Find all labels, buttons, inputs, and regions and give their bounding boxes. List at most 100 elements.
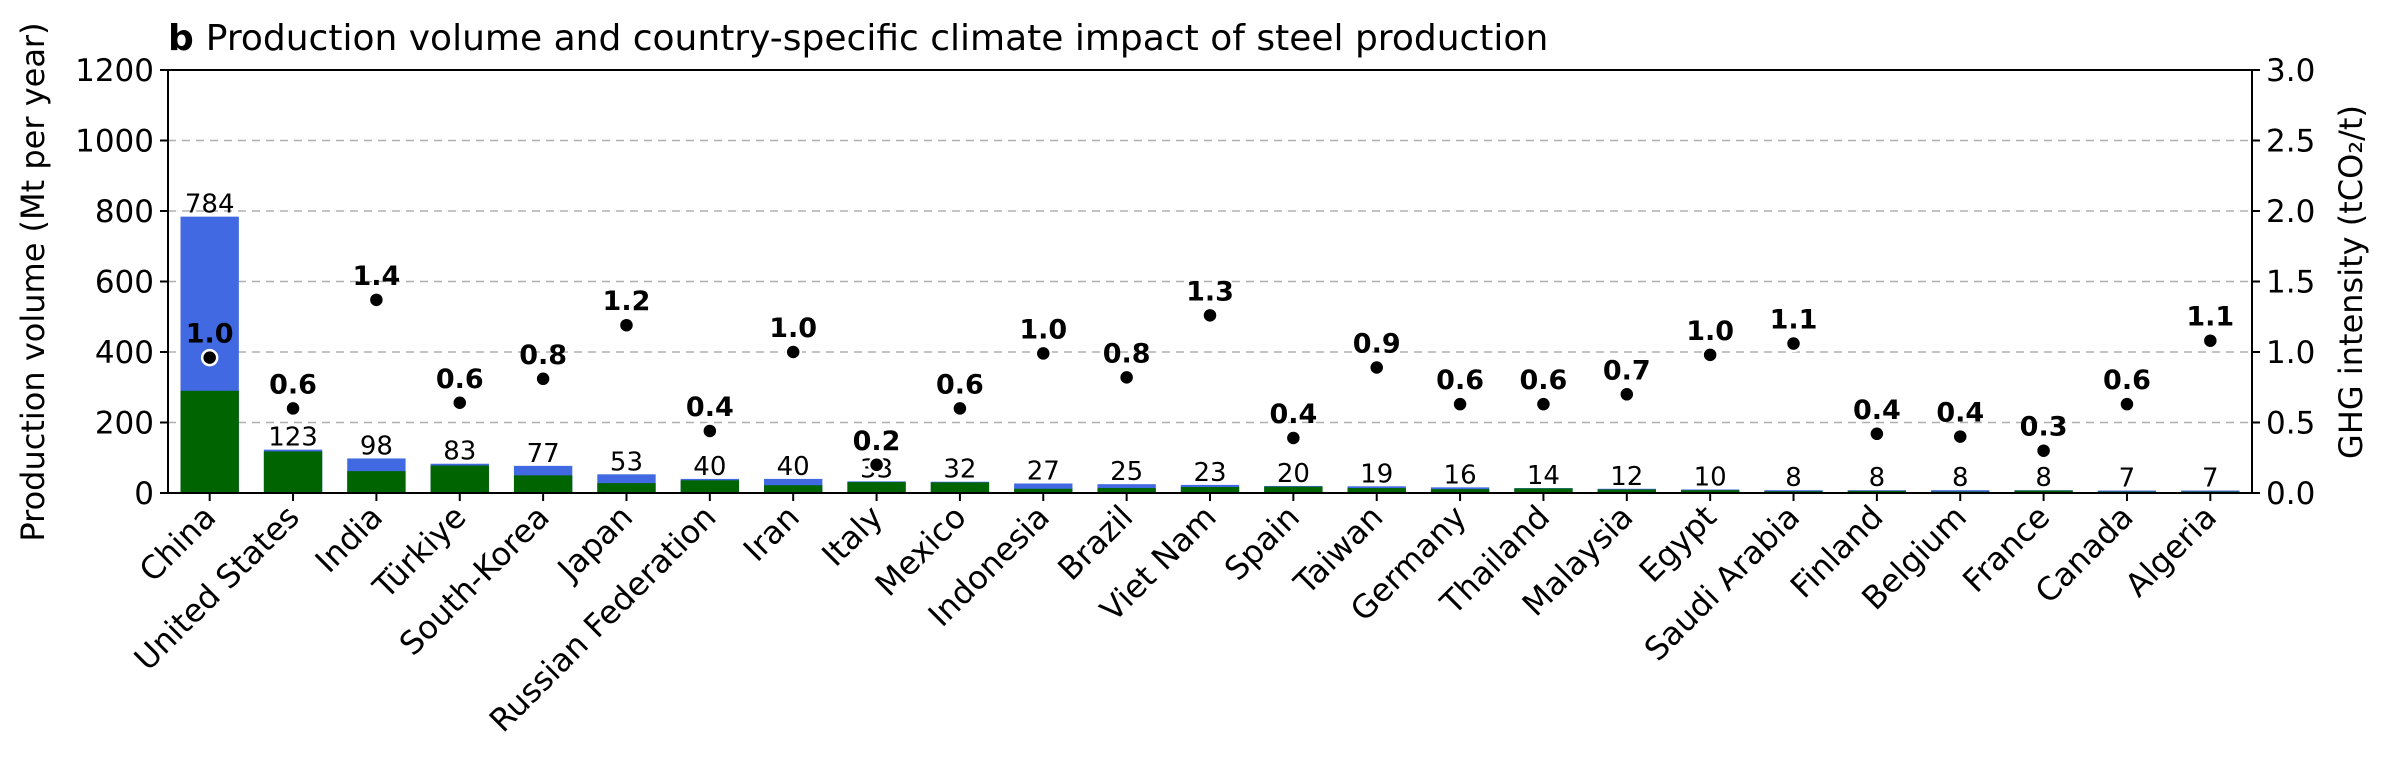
intensity-point [1534,395,1553,413]
intensity-point [200,348,219,367]
right-tick-label: 3.0 [2266,53,2315,89]
left-tick-label: 200 [95,406,154,442]
bar-total-label: 77 [527,439,560,469]
intensity-label: 1.3 [1186,276,1234,307]
intensity-label: 0.8 [1103,338,1151,369]
intensity-label: 0.6 [1436,365,1484,396]
bar-part [680,480,740,493]
intensity-point [1618,385,1636,404]
bar-part [847,482,906,493]
intensity-point [784,343,802,361]
right-tick-label: 0.0 [2266,476,2315,512]
bar-total-label: 83 [443,437,476,467]
intensity-point [701,422,719,440]
intensity-point [1117,368,1136,387]
left-tick-label: 600 [95,265,154,301]
left-tick-label: 1200 [75,53,154,89]
right-tick-label: 1.0 [2266,335,2315,371]
intensity-point [1034,344,1053,363]
right-tick-label: 1.5 [2266,265,2315,301]
intensity-label: 1.0 [769,313,817,344]
y-axis-left-label: Production volume (Mt per year) [14,22,52,541]
chart-title: b Production volume and country-specific … [168,18,1548,59]
intensity-point [867,456,886,474]
intensity-label: 0.4 [1936,398,1984,429]
bar-total-labels: 7841239883775340403332272523201916141210… [185,190,2219,494]
bar-total [1014,483,1073,493]
intensity-point [1868,425,1886,443]
bar-total-label: 12 [1610,462,1643,492]
bar-total-label: 53 [610,447,643,477]
bar-total-label: 8 [1869,463,1886,493]
intensity-point [1784,334,1803,353]
bar-total-label: 19 [1360,459,1393,489]
bar-total-label: 23 [1193,458,1226,488]
bar-total-label: 8 [1952,463,1969,493]
intensity-point [951,399,969,418]
bar-total-label: 32 [943,455,976,485]
bar-part [930,482,990,493]
intensity-label: 0.6 [436,364,484,395]
intensity-point [617,316,636,334]
bar-part [1180,487,1240,493]
left-tick-label: 800 [95,194,154,230]
bar-total-label: 8 [1785,463,1802,493]
bar-part [1264,486,1323,493]
bar-total-label: 20 [1277,459,1310,489]
left-tick-label: 0 [134,476,154,512]
intensity-label: 0.2 [853,426,901,457]
y-axis-right-label: GHG intensity (tCO₂/t) [2332,105,2370,459]
x-tick-label: Iran [736,498,807,569]
bar-part [180,390,239,493]
bar-part [2014,490,2073,493]
bar-part [1847,490,1907,493]
intensity-label: 0.9 [1353,329,1401,360]
bar-part [347,471,406,493]
bars [180,216,2240,493]
right-tick-label: 2.5 [2266,124,2315,160]
intensity-point [1451,395,1469,413]
bar-part [1347,488,1406,493]
bar-part [764,485,823,493]
bar-total-label: 7 [2202,464,2219,494]
intensity-label: 0.8 [519,340,567,371]
intensity-point [1701,346,1719,364]
bar-total-label: 7 [2119,464,2136,494]
bar-total-label: 25 [1110,457,1143,487]
bar-part [1680,490,1740,493]
intensity-label: 0.3 [2020,412,2068,443]
intensity-label: 1.1 [1770,305,1818,336]
bar-part [597,483,656,493]
left-tick-label: 1000 [75,124,154,160]
bar-total-label: 14 [1527,461,1560,491]
intensity-label: 1.0 [1019,314,1067,345]
intensity-points: 1.0 0.6 1.4 0.6 0.8 1.2 0.4 1.0 0.2 0.6 1.0 0.8 1.3 0… [186,261,2234,474]
bar-part [1597,489,1656,493]
intensity-point [2118,395,2136,413]
bar-total-label: 8 [2035,463,2052,493]
intensity-label: 0.6 [2103,365,2151,396]
intensity-label: 1.2 [603,286,651,317]
x-tick-label: Algeria [2118,498,2224,604]
x-tick-label: Italy [814,498,890,574]
bar-part [1097,488,1156,493]
intensity-label: 0.4 [1853,395,1901,426]
bar-part [430,465,489,493]
intensity-label: 1.0 [1686,316,1734,347]
intensity-point [367,291,386,309]
intensity-label: 1.1 [2186,302,2234,333]
bar-total-label: 40 [693,452,726,482]
intensity-point [2201,331,2220,350]
intensity-point [451,394,469,412]
bar-part [263,451,323,493]
intensity-point [534,370,552,388]
intensity-label: 1.0 [186,319,234,350]
intensity-point [284,399,302,418]
intensity-point [2034,441,2053,460]
bar-part [1430,489,1490,493]
chart-title-bold: b [168,18,194,59]
intensity-label: 0.4 [686,392,734,423]
intensity-point [1284,429,1303,447]
bar-total-label: 98 [360,431,393,461]
